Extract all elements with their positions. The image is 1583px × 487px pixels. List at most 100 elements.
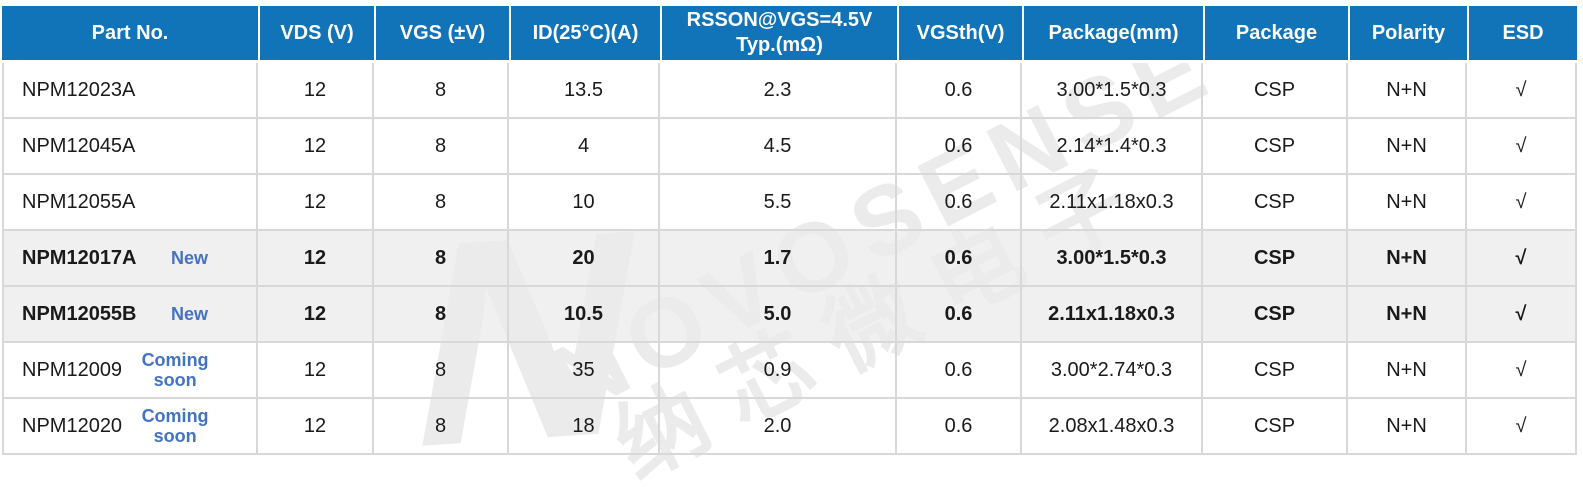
part-number: NPM12023A: [22, 78, 136, 101]
table-row: NPM12045A 12 8 4 4.5 0.6 2.14*1.4*0.3 CS…: [2, 119, 1577, 175]
cell-polarity: N+N: [1348, 343, 1467, 399]
cell-part-no: NPM12009 Coming soon: [2, 343, 258, 399]
cell-rsson: 1.7: [660, 231, 897, 287]
mosfet-spec-table: Part No. VDS (V) VGS (±V) ID(25°C)(A) RS…: [2, 6, 1577, 455]
cell-polarity: N+N: [1348, 399, 1467, 455]
cell-polarity: N+N: [1348, 63, 1467, 119]
cell-vgsth: 0.6: [897, 63, 1022, 119]
cell-esd-check: √: [1467, 175, 1577, 231]
cell-vgs: 8: [374, 63, 509, 119]
cell-vds: 12: [258, 343, 374, 399]
cell-vds: 12: [258, 231, 374, 287]
cell-esd-check: √: [1467, 119, 1577, 175]
part-number: NPM12009: [22, 358, 123, 381]
cell-part-no: NPM12020 Coming soon: [2, 399, 258, 455]
status-badge: Coming soon: [141, 349, 209, 390]
header-part-no: Part No.: [2, 6, 258, 63]
cell-rsson: 5.0: [660, 287, 897, 343]
part-cell-inner: NPM12009 Coming soon: [4, 350, 256, 390]
cell-polarity: N+N: [1348, 175, 1467, 231]
cell-vgsth: 0.6: [897, 119, 1022, 175]
header-rsson: RSSON@VGS=4.5V Typ.(mΩ): [660, 6, 897, 63]
cell-vgs: 8: [374, 231, 509, 287]
part-number: NPM12045A: [22, 134, 136, 157]
cell-vgs: 8: [374, 343, 509, 399]
cell-vgsth: 0.6: [897, 231, 1022, 287]
cell-package-mm: 3.00*1.5*0.3: [1022, 63, 1203, 119]
header-package-mm: Package(mm): [1022, 6, 1203, 63]
cell-vgsth: 0.6: [897, 175, 1022, 231]
cell-vgsth: 0.6: [897, 343, 1022, 399]
header-vds: VDS (V): [258, 6, 374, 63]
cell-vgs: 8: [374, 175, 509, 231]
cell-package-type: CSP: [1203, 231, 1348, 287]
header-esd: ESD: [1467, 6, 1577, 63]
cell-polarity: N+N: [1348, 231, 1467, 287]
part-number: NPM12055A: [22, 190, 136, 213]
cell-esd-check: √: [1467, 399, 1577, 455]
part-number: NPM12017A: [22, 246, 137, 269]
header-row: Part No. VDS (V) VGS (±V) ID(25°C)(A) RS…: [2, 6, 1577, 63]
part-cell-inner: NPM12045A: [4, 135, 256, 158]
part-cell-inner: NPM12055B New: [4, 303, 256, 326]
table-row: NPM12055A 12 8 10 5.5 0.6 2.11x1.18x0.3 …: [2, 175, 1577, 231]
cell-part-no: NPM12017A New: [2, 231, 258, 287]
cell-vds: 12: [258, 119, 374, 175]
cell-rsson: 4.5: [660, 119, 897, 175]
cell-vgsth: 0.6: [897, 399, 1022, 455]
cell-part-no: NPM12055A: [2, 175, 258, 231]
part-cell-inner: NPM12020 Coming soon: [4, 406, 256, 446]
status-badge: New: [171, 247, 209, 268]
cell-vds: 12: [258, 63, 374, 119]
part-cell-inner: NPM12023A: [4, 79, 256, 102]
cell-package-type: CSP: [1203, 63, 1348, 119]
status-badge: New: [171, 303, 209, 324]
table-header: Part No. VDS (V) VGS (±V) ID(25°C)(A) RS…: [2, 6, 1577, 63]
cell-rsson: 2.0: [660, 399, 897, 455]
status-badge: Coming soon: [141, 405, 209, 446]
cell-vds: 12: [258, 287, 374, 343]
cell-package-mm: 2.08x1.48x0.3: [1022, 399, 1203, 455]
cell-esd-check: √: [1467, 343, 1577, 399]
cell-id: 35: [509, 343, 660, 399]
cell-part-no: NPM12045A: [2, 119, 258, 175]
cell-vgsth: 0.6: [897, 287, 1022, 343]
cell-vgs: 8: [374, 399, 509, 455]
cell-vds: 12: [258, 399, 374, 455]
cell-esd-check: √: [1467, 287, 1577, 343]
cell-package-mm: 3.00*2.74*0.3: [1022, 343, 1203, 399]
cell-rsson: 5.5: [660, 175, 897, 231]
cell-esd-check: √: [1467, 231, 1577, 287]
cell-id: 20: [509, 231, 660, 287]
cell-part-no: NPM12055B New: [2, 287, 258, 343]
cell-id: 4: [509, 119, 660, 175]
cell-package-mm: 2.11x1.18x0.3: [1022, 287, 1203, 343]
cell-package-type: CSP: [1203, 287, 1348, 343]
cell-esd-check: √: [1467, 63, 1577, 119]
table-row: NPM12023A 12 8 13.5 2.3 0.6 3.00*1.5*0.3…: [2, 63, 1577, 119]
part-number: NPM12055B: [22, 302, 137, 325]
part-cell-inner: NPM12017A New: [4, 247, 256, 270]
table-row: NPM12020 Coming soon 12 8 18 2.0 0.6 2.0…: [2, 399, 1577, 455]
cell-id: 10.5: [509, 287, 660, 343]
cell-package-type: CSP: [1203, 399, 1348, 455]
header-id: ID(25°C)(A): [509, 6, 660, 63]
table-row: NPM12009 Coming soon 12 8 35 0.9 0.6 3.0…: [2, 343, 1577, 399]
cell-id: 13.5: [509, 63, 660, 119]
cell-package-type: CSP: [1203, 175, 1348, 231]
cell-vds: 12: [258, 175, 374, 231]
cell-polarity: N+N: [1348, 119, 1467, 175]
table-row: NPM12055B New 12 8 10.5 5.0 0.6 2.11x1.1…: [2, 287, 1577, 343]
header-vgs: VGS (±V): [374, 6, 509, 63]
cell-package-mm: 3.00*1.5*0.3: [1022, 231, 1203, 287]
part-cell-inner: NPM12055A: [4, 191, 256, 214]
part-number: NPM12020: [22, 414, 123, 437]
cell-package-type: CSP: [1203, 343, 1348, 399]
header-polarity: Polarity: [1348, 6, 1467, 63]
cell-id: 10: [509, 175, 660, 231]
cell-package-mm: 2.14*1.4*0.3: [1022, 119, 1203, 175]
cell-rsson: 0.9: [660, 343, 897, 399]
cell-id: 18: [509, 399, 660, 455]
table-body: NPM12023A 12 8 13.5 2.3 0.6 3.00*1.5*0.3…: [2, 63, 1577, 455]
